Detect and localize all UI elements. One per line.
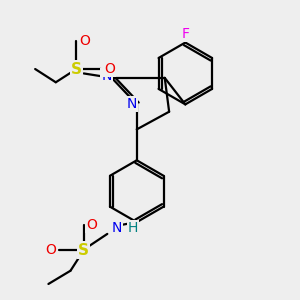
Text: N: N	[126, 98, 136, 111]
Text: F: F	[181, 27, 189, 41]
Text: N: N	[101, 69, 112, 83]
Text: O: O	[104, 62, 115, 76]
Text: S: S	[71, 61, 82, 76]
Text: N: N	[112, 221, 122, 235]
Text: O: O	[87, 218, 98, 232]
Text: O: O	[79, 34, 90, 48]
Text: O: O	[45, 243, 56, 257]
Text: S: S	[78, 243, 89, 258]
Text: H: H	[128, 221, 138, 235]
